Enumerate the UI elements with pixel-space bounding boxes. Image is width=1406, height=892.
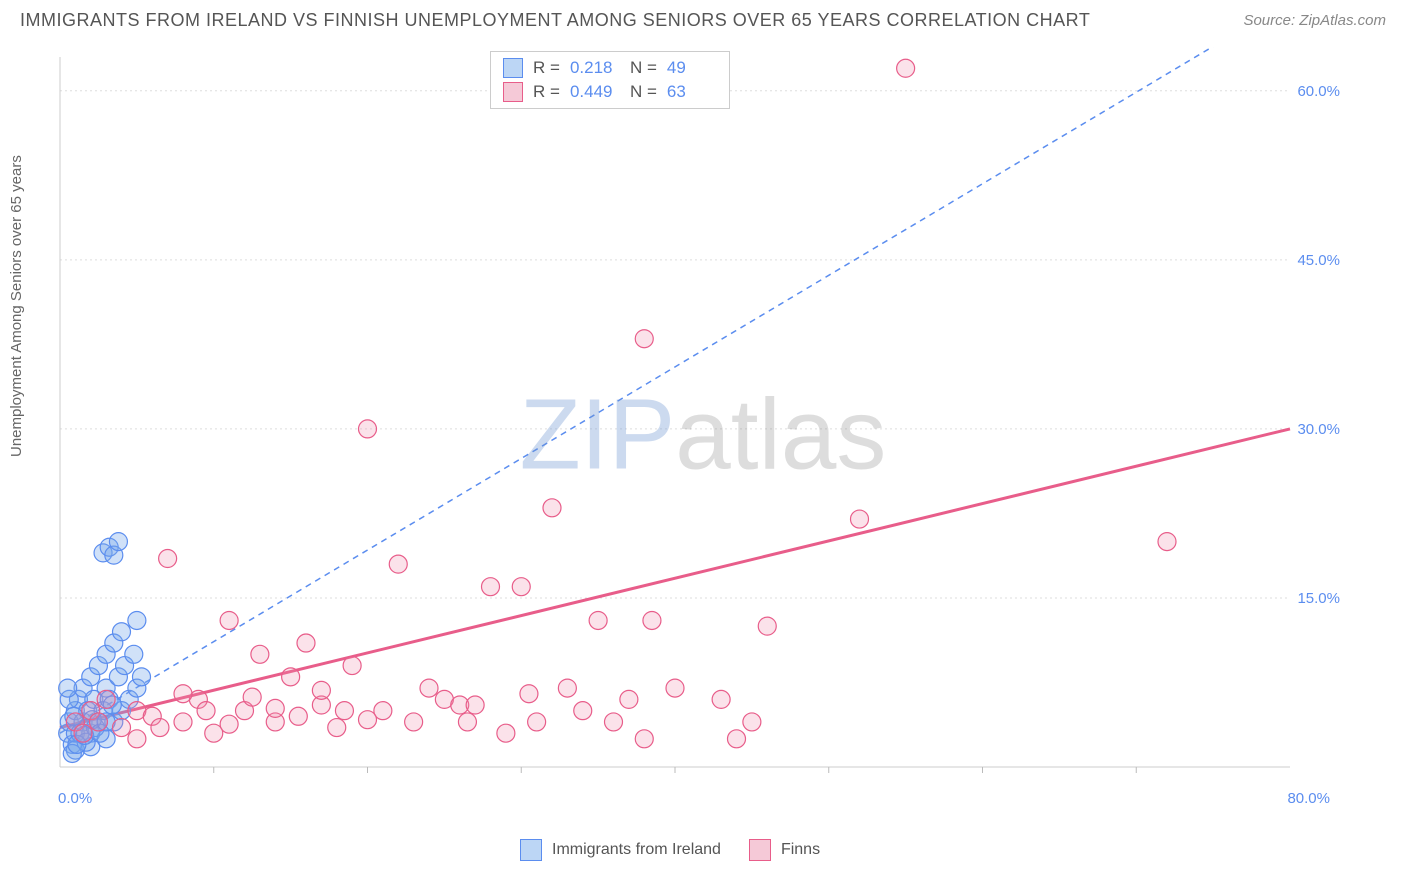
- data-point: [666, 679, 684, 697]
- data-point: [197, 702, 215, 720]
- legend-swatch: [749, 839, 771, 861]
- chart-title: IMMIGRANTS FROM IRELAND VS FINNISH UNEMP…: [20, 10, 1090, 31]
- data-point: [59, 679, 77, 697]
- data-point: [420, 679, 438, 697]
- data-point: [635, 330, 653, 348]
- data-point: [405, 713, 423, 731]
- data-point: [458, 713, 476, 731]
- data-point: [335, 702, 353, 720]
- stat-value-r: 0.218: [570, 58, 620, 78]
- data-point: [520, 685, 538, 703]
- data-point: [589, 611, 607, 629]
- data-point: [251, 645, 269, 663]
- scatter-plot: 15.0% 30.0% 45.0% 60.0% 0.0% 80.0%: [50, 47, 1370, 827]
- data-point: [389, 555, 407, 573]
- data-point: [289, 707, 307, 725]
- stat-label-n: N =: [630, 82, 657, 102]
- data-point: [605, 713, 623, 731]
- bottom-legend: Immigrants from Ireland Finns: [520, 839, 838, 861]
- title-bar: IMMIGRANTS FROM IRELAND VS FINNISH UNEMP…: [0, 0, 1406, 37]
- data-point: [359, 420, 377, 438]
- data-point: [728, 730, 746, 748]
- y-tick-label: 15.0%: [1297, 590, 1340, 607]
- data-point: [74, 724, 92, 742]
- stat-value-n: 63: [667, 82, 717, 102]
- y-axis-label: Unemployment Among Seniors over 65 years: [8, 155, 25, 457]
- data-point: [635, 730, 653, 748]
- data-point: [328, 719, 346, 737]
- data-point: [359, 711, 377, 729]
- data-point: [558, 679, 576, 697]
- stats-row: R = 0.218 N = 49: [503, 56, 717, 80]
- data-point: [851, 510, 869, 528]
- data-point: [282, 668, 300, 686]
- y-tick-label: 60.0%: [1297, 83, 1340, 100]
- data-point: [220, 715, 238, 733]
- data-point: [174, 713, 192, 731]
- data-point: [512, 578, 530, 596]
- y-tick-label: 30.0%: [1297, 421, 1340, 438]
- stat-value-r: 0.449: [570, 82, 620, 102]
- series-swatch: [503, 82, 523, 102]
- data-point: [482, 578, 500, 596]
- stats-row: R = 0.449 N = 63: [503, 80, 717, 104]
- legend-swatch: [520, 839, 542, 861]
- data-point: [109, 533, 127, 551]
- y-tick-label: 45.0%: [1297, 252, 1340, 269]
- data-point: [712, 690, 730, 708]
- stats-legend-box: R = 0.218 N = 49 R = 0.449 N = 63: [490, 51, 730, 109]
- data-point: [897, 59, 915, 77]
- data-point: [174, 685, 192, 703]
- data-point: [312, 681, 330, 699]
- chart-area: Unemployment Among Seniors over 65 years…: [0, 37, 1406, 867]
- data-point: [125, 645, 143, 663]
- data-point: [1158, 533, 1176, 551]
- data-point: [89, 713, 107, 731]
- data-point: [132, 668, 150, 686]
- x-tick-label: 80.0%: [1287, 790, 1330, 807]
- data-point: [297, 634, 315, 652]
- data-point: [113, 719, 131, 737]
- trend-line: [60, 47, 1290, 733]
- data-point: [620, 690, 638, 708]
- data-point: [266, 699, 284, 717]
- series-swatch: [503, 58, 523, 78]
- stat-value-n: 49: [667, 58, 717, 78]
- data-point: [220, 611, 238, 629]
- stat-label-n: N =: [630, 58, 657, 78]
- stat-label-r: R =: [533, 82, 560, 102]
- source-label: Source: ZipAtlas.com: [1243, 12, 1386, 29]
- data-point: [743, 713, 761, 731]
- data-point: [128, 611, 146, 629]
- data-point: [97, 690, 115, 708]
- data-point: [343, 657, 361, 675]
- legend-label: Immigrants from Ireland: [552, 841, 721, 859]
- data-point: [159, 550, 177, 568]
- data-point: [497, 724, 515, 742]
- data-point: [243, 688, 261, 706]
- data-point: [466, 696, 484, 714]
- stat-label-r: R =: [533, 58, 560, 78]
- data-point: [758, 617, 776, 635]
- data-point: [113, 623, 131, 641]
- legend-label: Finns: [781, 841, 820, 859]
- data-point: [151, 719, 169, 737]
- data-point: [643, 611, 661, 629]
- x-tick-label: 0.0%: [58, 790, 92, 807]
- data-point: [543, 499, 561, 517]
- data-point: [128, 730, 146, 748]
- data-point: [528, 713, 546, 731]
- data-point: [574, 702, 592, 720]
